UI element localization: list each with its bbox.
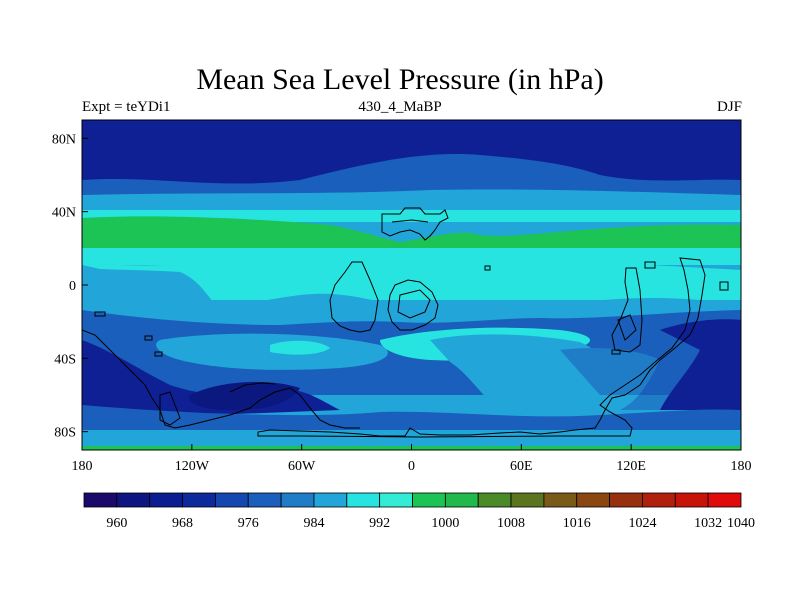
colorbar-swatch bbox=[707, 492, 742, 508]
x-tick-label: 60E bbox=[510, 459, 533, 474]
y-tick-label: 80N bbox=[52, 132, 76, 147]
north-continent-outline bbox=[381, 207, 449, 241]
colorbar-label: 1040 bbox=[727, 516, 755, 531]
colorbar-label: 976 bbox=[238, 516, 259, 531]
colorbar-swatch bbox=[313, 492, 348, 508]
colorbar-swatch bbox=[247, 492, 282, 508]
x-tick-label: 0 bbox=[408, 459, 415, 474]
midlat-north bbox=[82, 189, 741, 215]
southern-low-blob bbox=[189, 381, 300, 411]
map-title: Mean Sea Level Pressure (in hPa) bbox=[196, 63, 604, 96]
far-east-outline bbox=[257, 257, 706, 438]
pressure-field bbox=[82, 120, 741, 450]
anticyclone-belt-north bbox=[82, 216, 741, 248]
colorbar-label: 1016 bbox=[563, 516, 591, 531]
x-tick-label: 120E bbox=[616, 459, 646, 474]
tropics bbox=[82, 259, 741, 300]
colorbar-label: 992 bbox=[369, 516, 390, 531]
map-axes: 180 120W 60W 0 60E 120E 180 80N 40N 0 40S 80S bbox=[52, 132, 752, 474]
colorbar-swatch bbox=[214, 492, 249, 508]
colorbar-swatch bbox=[543, 492, 578, 508]
polar-south-floor bbox=[82, 430, 741, 448]
east-gondwana-outline bbox=[611, 267, 643, 353]
colorbar-label: 968 bbox=[172, 516, 193, 531]
tropics-upper bbox=[82, 248, 741, 265]
small-island-3 bbox=[154, 351, 163, 357]
colorbar-swatch bbox=[412, 492, 446, 508]
period-label: 430_4_MaBP bbox=[358, 99, 442, 115]
colorbar-swatch bbox=[444, 492, 479, 508]
small-island-4 bbox=[484, 265, 491, 271]
colorbar-swatch bbox=[280, 492, 315, 508]
southern-low-east bbox=[660, 319, 741, 410]
north-continent-inner bbox=[391, 219, 429, 223]
x-tick-label: 120W bbox=[175, 459, 210, 474]
west-gondwana-outline bbox=[329, 261, 379, 333]
colorbar-label: 1032 bbox=[694, 516, 722, 531]
colorbar-label: 984 bbox=[303, 516, 324, 531]
south-outline bbox=[159, 391, 181, 426]
central-inner bbox=[397, 289, 431, 319]
y-tick-label: 80S bbox=[54, 426, 76, 441]
colorbar-swatch bbox=[642, 492, 676, 508]
central-outline bbox=[387, 279, 439, 331]
x-tick-label: 180 bbox=[72, 459, 93, 474]
polar-south-band-dark bbox=[82, 405, 741, 430]
colorbar-swatch bbox=[510, 492, 545, 508]
colorbar-swatch bbox=[116, 492, 151, 508]
colorbar-swatch bbox=[149, 492, 183, 508]
colorbar-swatch bbox=[182, 492, 216, 508]
colorbar-label: 1000 bbox=[431, 516, 459, 531]
south-pacific-high-core bbox=[270, 340, 330, 355]
colorbar-swatch bbox=[379, 492, 413, 508]
colorbar-label: 1024 bbox=[628, 516, 656, 531]
small-island-7 bbox=[611, 349, 621, 355]
colorbar-swatch bbox=[576, 492, 610, 508]
colorbar-label: 1008 bbox=[497, 516, 525, 531]
coastlines bbox=[82, 207, 729, 438]
equatorial bbox=[82, 265, 741, 330]
south-west-outline bbox=[82, 329, 360, 429]
experiment-label: Expt = teYDi1 bbox=[82, 99, 171, 115]
east-inner bbox=[617, 314, 637, 341]
equatorial-extra-west bbox=[82, 268, 220, 310]
colorbar-swatch bbox=[83, 492, 118, 508]
colorbar: 960 968 976 984 992 1000 1008 1016 1024 1032 1040 bbox=[83, 492, 755, 531]
y-tick-label: 0 bbox=[69, 279, 76, 294]
colorbar-swatch bbox=[674, 492, 709, 508]
small-island-2 bbox=[144, 335, 153, 341]
colorbar-swatch bbox=[477, 492, 512, 508]
y-tick-label: 40N bbox=[52, 206, 76, 221]
season-label: DJF bbox=[716, 99, 742, 115]
small-island-6 bbox=[719, 281, 729, 291]
colorbar-swatch bbox=[346, 492, 381, 508]
subpolar-north bbox=[82, 154, 741, 200]
south-ridge bbox=[229, 382, 276, 393]
colorbar-label: 960 bbox=[106, 516, 127, 531]
south-east-band bbox=[560, 348, 741, 410]
small-island-1 bbox=[94, 311, 106, 317]
x-tick-label: 180 bbox=[731, 459, 752, 474]
colorbar-swatch bbox=[609, 492, 643, 508]
x-tick-label: 60W bbox=[288, 459, 316, 474]
small-island-5 bbox=[644, 261, 656, 269]
y-tick-label: 40S bbox=[54, 352, 76, 367]
subtropical-high-north-top bbox=[82, 210, 741, 222]
